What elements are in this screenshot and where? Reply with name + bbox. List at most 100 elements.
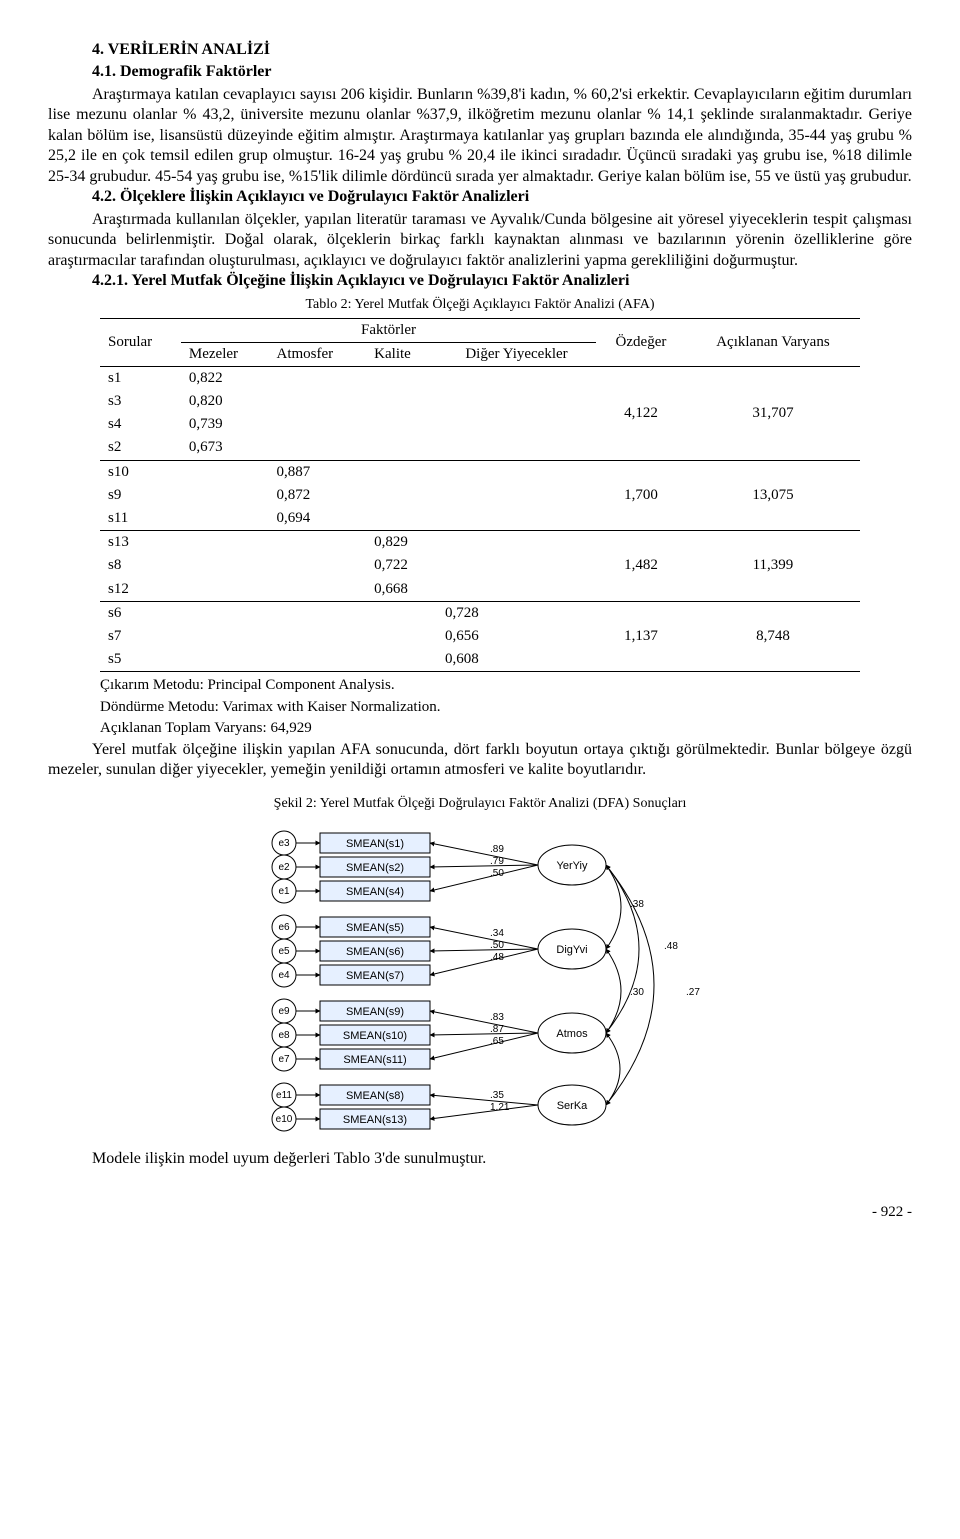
- table-cell: [437, 413, 596, 436]
- col-kalite: Kalite: [366, 342, 437, 366]
- table-cell: 0,887: [268, 460, 366, 484]
- varyans-cell: 31,707: [686, 366, 860, 460]
- figure-2-caption: Şekil 2: Yerel Mutfak Ölçeği Doğrulayıcı…: [48, 795, 912, 813]
- table-cell: [268, 436, 366, 460]
- table-cell: 0,694: [268, 507, 366, 531]
- table-footnote-3: Açıklanan Toplam Varyans: 64,929: [100, 719, 860, 738]
- table-cell: [268, 578, 366, 602]
- svg-text:SerKa: SerKa: [557, 1100, 588, 1112]
- svg-text:.27: .27: [686, 987, 700, 998]
- col-faktorler: Faktörler: [181, 318, 596, 342]
- table-cell: [181, 648, 269, 672]
- table-cell: [181, 484, 269, 507]
- col-atmosfer: Atmosfer: [268, 342, 366, 366]
- table-cell: 0,668: [366, 578, 437, 602]
- table-cell: [437, 578, 596, 602]
- svg-text:.50: .50: [490, 940, 504, 951]
- table-cell: [181, 601, 269, 625]
- table-cell: [268, 413, 366, 436]
- table-cell: [366, 601, 437, 625]
- paragraph-model-fit: Modele ilişkin model uyum değerleri Tabl…: [48, 1149, 912, 1169]
- col-ozdeger: Özdeğer: [596, 318, 686, 366]
- paragraph-afa-result: Yerel mutfak ölçeğine ilişkin yapılan AF…: [48, 740, 912, 781]
- table-cell: [366, 390, 437, 413]
- table-cell: [437, 436, 596, 460]
- svg-text:e11: e11: [276, 1090, 292, 1101]
- table-row-label: s6: [100, 601, 181, 625]
- paragraph-scales: Araştırmada kullanılan ölçekler, yapılan…: [48, 210, 912, 271]
- section-4-2-heading: 4.2. Ölçeklere İlişkin Açıklayıcı ve Doğ…: [48, 187, 912, 207]
- section-4-2-1-heading: 4.2.1. Yerel Mutfak Ölçeğine İlişkin Açı…: [48, 271, 912, 291]
- svg-text:.65: .65: [490, 1036, 504, 1047]
- table-cell: 0,872: [268, 484, 366, 507]
- svg-text:SMEAN(s7): SMEAN(s7): [346, 970, 404, 982]
- svg-text:e4: e4: [278, 970, 290, 981]
- table-cell: [181, 531, 269, 555]
- table-row-label: s2: [100, 436, 181, 460]
- table-cell: [437, 554, 596, 577]
- afa-table: Sorular Faktörler Özdeğer Açıklanan Vary…: [100, 318, 860, 673]
- col-aciklanan: Açıklanan Varyans: [686, 318, 860, 366]
- table-cell: 0,829: [366, 531, 437, 555]
- table-cell: [181, 554, 269, 577]
- table-cell: [366, 413, 437, 436]
- col-mezeler: Mezeler: [181, 342, 269, 366]
- table-cell: 0,656: [437, 625, 596, 648]
- svg-text:SMEAN(s9): SMEAN(s9): [346, 1006, 404, 1018]
- varyans-cell: 8,748: [686, 601, 860, 672]
- svg-text:SMEAN(s1): SMEAN(s1): [346, 838, 404, 850]
- svg-text:.79: .79: [490, 856, 504, 867]
- table-row-label: s10: [100, 460, 181, 484]
- svg-text:SMEAN(s5): SMEAN(s5): [346, 922, 404, 934]
- svg-text:1.21: 1.21: [490, 1102, 510, 1113]
- table-cell: [437, 531, 596, 555]
- table-cell: [268, 366, 366, 390]
- table-cell: [366, 484, 437, 507]
- ozdeger-cell: 1,700: [596, 460, 686, 531]
- table-cell: [366, 366, 437, 390]
- svg-text:SMEAN(s6): SMEAN(s6): [346, 946, 404, 958]
- table-cell: 0,608: [437, 648, 596, 672]
- table-row-label: s4: [100, 413, 181, 436]
- svg-text:e7: e7: [278, 1054, 290, 1065]
- svg-text:.50: .50: [490, 868, 504, 879]
- col-sorular: Sorular: [100, 318, 181, 366]
- svg-text:.48: .48: [664, 941, 678, 952]
- section-4-1-heading: 4.1. Demografik Faktörler: [48, 62, 912, 82]
- table-cell: [268, 554, 366, 577]
- varyans-cell: 13,075: [686, 460, 860, 531]
- svg-text:.87: .87: [490, 1024, 504, 1035]
- ozdeger-cell: 1,137: [596, 601, 686, 672]
- table-row-label: s12: [100, 578, 181, 602]
- table-cell: [366, 436, 437, 460]
- table-row-label: s13: [100, 531, 181, 555]
- svg-text:e2: e2: [278, 862, 290, 873]
- svg-text:Atmos: Atmos: [556, 1028, 588, 1040]
- paragraph-demographics: Araştırmaya katılan cevaplayıcı sayısı 2…: [48, 85, 912, 187]
- svg-text:e6: e6: [278, 922, 290, 933]
- svg-text:e3: e3: [278, 838, 290, 849]
- table-cell: [268, 531, 366, 555]
- ozdeger-cell: 1,482: [596, 531, 686, 602]
- table-cell: [366, 625, 437, 648]
- table-cell: 0,822: [181, 366, 269, 390]
- table-cell: 0,739: [181, 413, 269, 436]
- table-cell: [366, 460, 437, 484]
- table-footnote-1: Çıkarım Metodu: Principal Component Anal…: [100, 676, 860, 695]
- table-cell: [268, 648, 366, 672]
- table-row-label: s3: [100, 390, 181, 413]
- table-cell: [437, 390, 596, 413]
- table-cell: [181, 460, 269, 484]
- table-cell: 0,722: [366, 554, 437, 577]
- varyans-cell: 11,399: [686, 531, 860, 602]
- table-cell: [181, 507, 269, 531]
- svg-text:.35: .35: [490, 1090, 504, 1101]
- table-cell: 0,728: [437, 601, 596, 625]
- svg-text:SMEAN(s10): SMEAN(s10): [343, 1030, 407, 1042]
- table-cell: 0,673: [181, 436, 269, 460]
- table-row-label: s11: [100, 507, 181, 531]
- table-cell: [437, 507, 596, 531]
- svg-text:.89: .89: [490, 844, 504, 855]
- table-row-label: s9: [100, 484, 181, 507]
- table-cell: [181, 578, 269, 602]
